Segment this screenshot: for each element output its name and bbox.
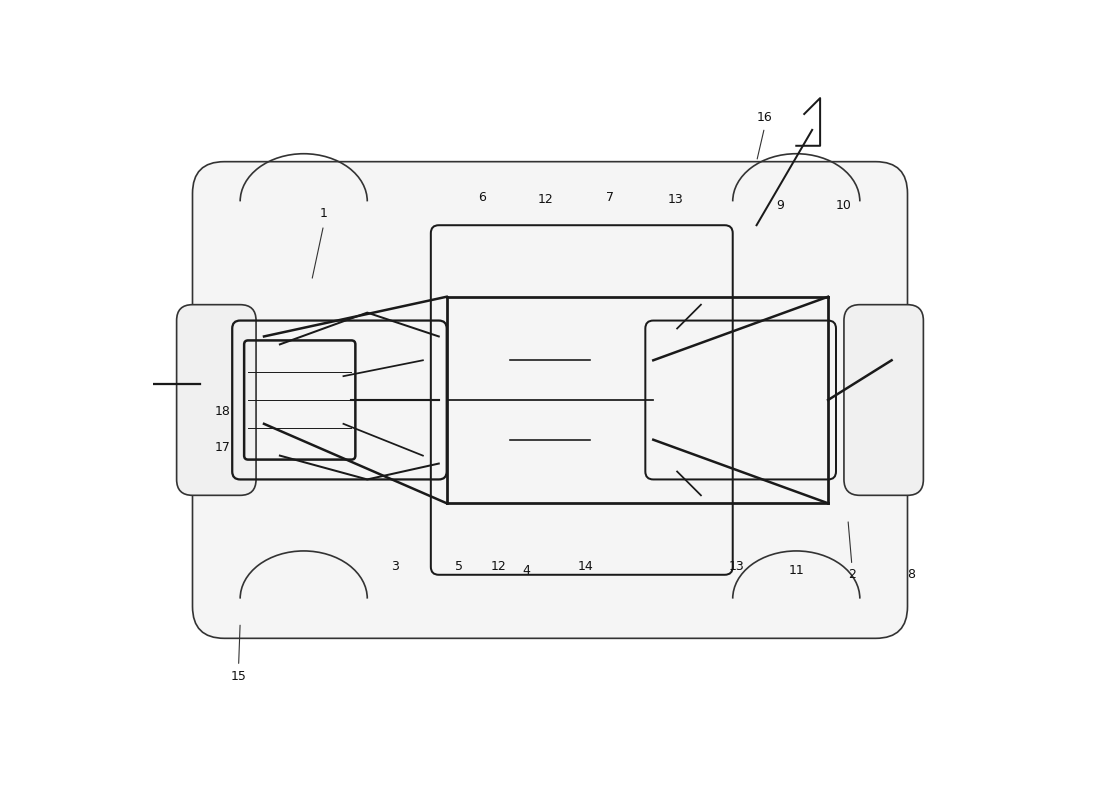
Text: eurospares: eurospares	[205, 286, 450, 324]
Text: eurospares: eurospares	[231, 584, 424, 613]
Text: 6: 6	[478, 191, 486, 204]
Text: 16: 16	[757, 111, 772, 125]
Text: eurospares: eurospares	[549, 290, 741, 319]
Text: 15: 15	[231, 670, 246, 683]
Text: 1: 1	[320, 207, 328, 220]
Text: 5: 5	[454, 560, 463, 574]
Text: eurospares: eurospares	[522, 580, 768, 618]
Text: 12: 12	[538, 194, 554, 206]
Text: 3: 3	[392, 560, 399, 574]
Text: 12: 12	[491, 560, 506, 574]
FancyBboxPatch shape	[177, 305, 256, 495]
Text: 9: 9	[777, 199, 784, 212]
Text: 14: 14	[578, 560, 594, 574]
Text: 2: 2	[848, 568, 856, 582]
Text: 4: 4	[522, 564, 530, 578]
Text: eurospares: eurospares	[205, 580, 450, 618]
Text: eurospares: eurospares	[549, 584, 741, 613]
Text: 11: 11	[789, 564, 804, 578]
Text: eurospares: eurospares	[231, 290, 424, 319]
Text: 18: 18	[214, 406, 231, 418]
FancyBboxPatch shape	[844, 305, 923, 495]
Text: 8: 8	[908, 568, 915, 582]
Text: 13: 13	[668, 194, 683, 206]
Text: eurospares: eurospares	[522, 286, 768, 324]
FancyBboxPatch shape	[192, 162, 907, 638]
Text: 7: 7	[606, 191, 614, 204]
Text: 17: 17	[214, 441, 231, 454]
Text: 10: 10	[836, 199, 851, 212]
Text: 13: 13	[729, 560, 745, 574]
